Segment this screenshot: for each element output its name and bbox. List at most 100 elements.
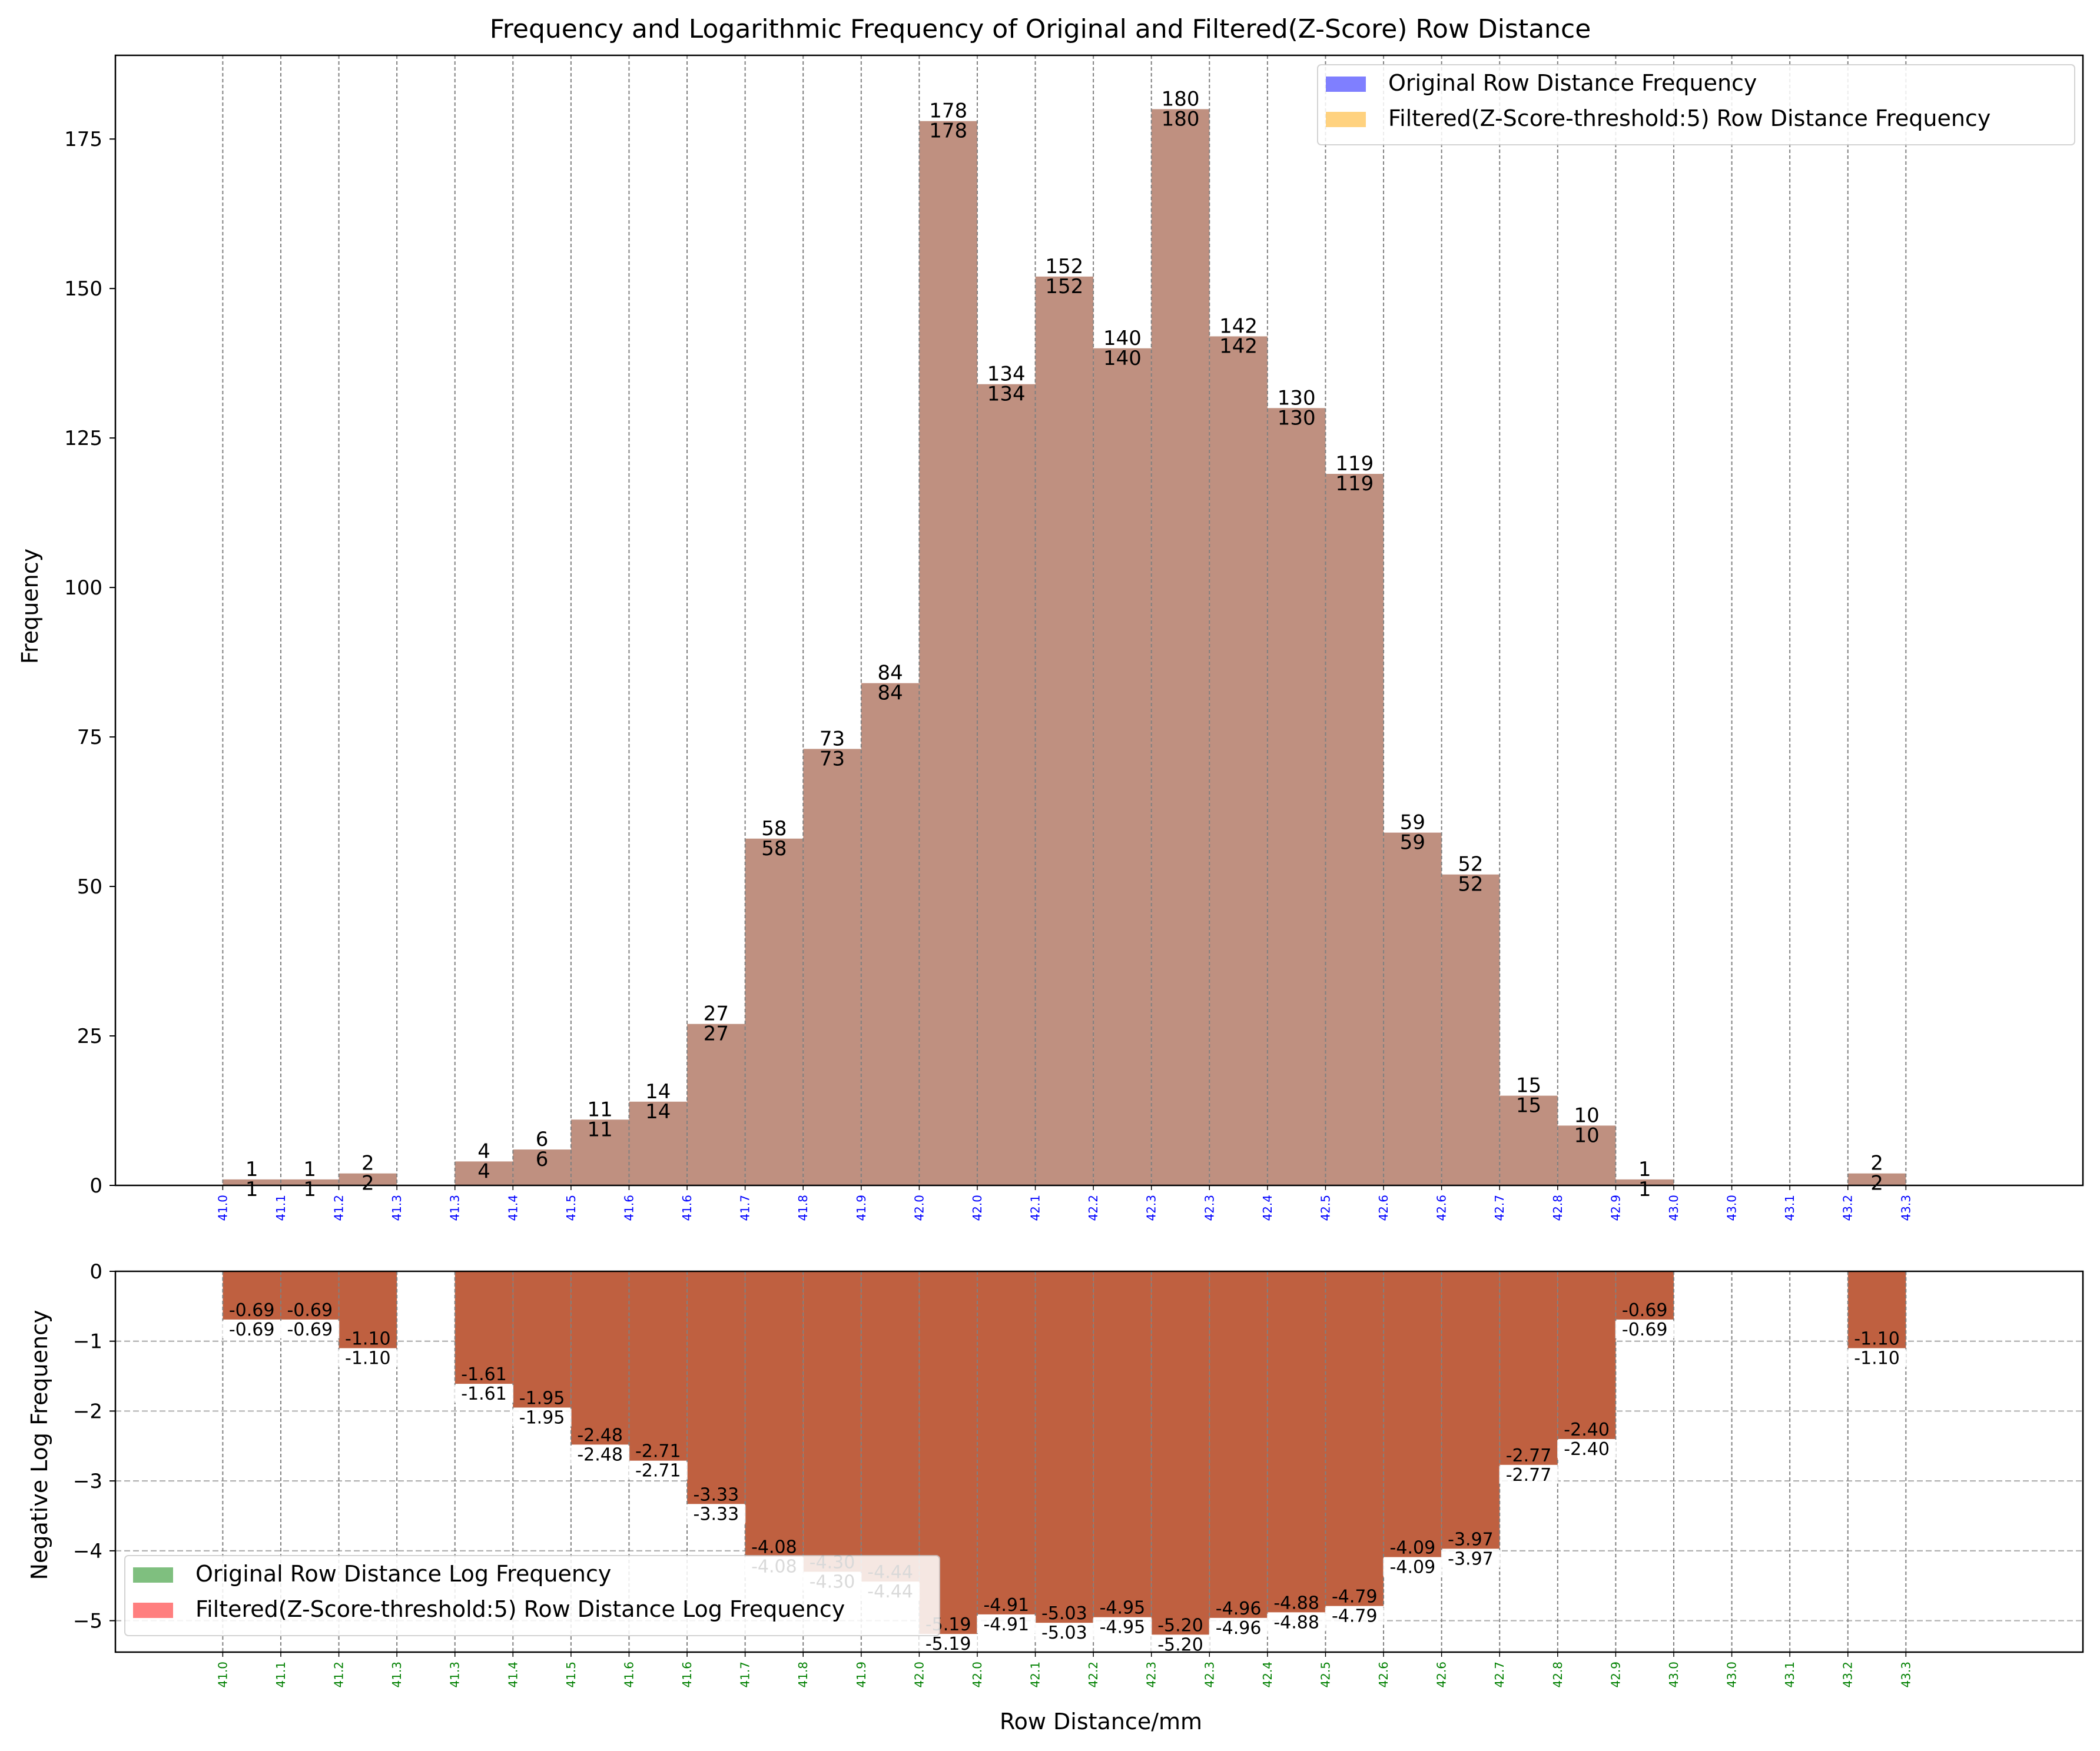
x-tick-label: 41.9	[854, 1662, 868, 1688]
label-background	[1499, 1466, 1558, 1484]
x-tick-label: 42.6	[1376, 1662, 1391, 1688]
bar-value-label: 15	[1516, 1094, 1541, 1118]
x-tick-label: 42.5	[1318, 1662, 1332, 1688]
x-tick-label: 41.7	[738, 1662, 752, 1688]
frequency-panel: 1111224466111114142727585873738484178178…	[64, 54, 2084, 1221]
axes-frame	[114, 1270, 2084, 1653]
histogram-bar	[570, 1271, 629, 1445]
x-tick-label: 41.6	[680, 1195, 694, 1221]
histogram-bar	[861, 1271, 920, 1582]
legend-swatch	[133, 1603, 173, 1618]
bar-value-label: 10	[1574, 1104, 1599, 1127]
histogram-bar	[803, 1271, 861, 1572]
bar-value-label: -2.77	[1506, 1465, 1552, 1486]
legend-swatch	[1326, 112, 1366, 127]
x-tick-label: 42.1	[1029, 1195, 1043, 1221]
histogram-bar	[1384, 1271, 1442, 1557]
bar-value-label: 140	[1103, 327, 1142, 350]
histogram-bar	[1615, 1271, 1674, 1320]
bar-value-label: 84	[877, 682, 903, 705]
legend-entry: Original Row Distance Log Frequency	[195, 1561, 611, 1587]
y-tick-label: 75	[77, 726, 102, 749]
x-tick-label: 41.5	[564, 1662, 578, 1688]
bar-value-label: 134	[987, 363, 1026, 386]
bar-value-label: 140	[1103, 347, 1142, 370]
bar-value-label: 1	[1638, 1158, 1651, 1181]
bar-value-label: -3.97	[1448, 1549, 1494, 1569]
x-tick-label: 43.3	[1899, 1662, 1913, 1688]
bar-value-label: 52	[1458, 853, 1483, 876]
histogram-bar	[1035, 1271, 1094, 1623]
histogram-bar	[1441, 874, 1500, 1185]
x-tick-label: 42.6	[1435, 1662, 1449, 1688]
label-background	[1615, 1320, 1674, 1338]
label-background	[280, 1320, 340, 1338]
bar-value-label: -4.88	[1273, 1593, 1319, 1613]
bar-value-label: 119	[1335, 452, 1374, 476]
bar-value-label: 11	[588, 1118, 613, 1141]
x-tick-label: 41.4	[506, 1195, 520, 1221]
legend-swatch	[133, 1567, 173, 1583]
histogram-bar	[223, 1271, 281, 1320]
bar-value-label: -5.03	[1041, 1623, 1087, 1643]
y-tick-label: 150	[64, 277, 102, 301]
bar-value-label: 178	[929, 119, 967, 143]
x-tick-label: 42.4	[1260, 1662, 1275, 1688]
label-background	[1847, 1349, 1907, 1367]
bar-value-label: 14	[645, 1080, 671, 1104]
y-tick-label: 25	[77, 1025, 102, 1048]
bar-value-label: -1.61	[461, 1384, 507, 1404]
x-tick-label: 42.6	[1376, 1195, 1391, 1221]
histogram-bar	[1847, 1271, 1906, 1348]
x-tick-label: 43.1	[1783, 1662, 1797, 1688]
y-tick-label: 100	[64, 576, 102, 600]
bar-value-label: -5.19	[925, 1634, 971, 1654]
bar-value-label: 84	[877, 662, 903, 685]
histogram-bar	[1209, 336, 1268, 1185]
legend-swatch	[1326, 77, 1366, 92]
x-tick-label: 41.5	[564, 1195, 578, 1221]
bar-value-label: 2	[1870, 1172, 1883, 1195]
bar-value-label: 2	[361, 1152, 374, 1175]
bar-value-label: 1	[303, 1158, 316, 1181]
x-tick-label: 43.2	[1841, 1662, 1855, 1688]
x-tick-label: 42.4	[1260, 1195, 1275, 1221]
bar-value-label: 27	[704, 1022, 729, 1046]
bar-value-label: 152	[1045, 275, 1083, 298]
bar-value-label: -0.69	[229, 1300, 275, 1321]
bar-value-label: -4.08	[751, 1537, 797, 1557]
x-tick-label: 42.3	[1202, 1662, 1216, 1688]
axes-frame	[114, 54, 2084, 1187]
bar-value-label: -0.69	[287, 1320, 333, 1340]
y-tick-label: 175	[64, 128, 102, 151]
bar-value-label: -4.09	[1390, 1557, 1436, 1578]
legend-box	[1317, 64, 2075, 145]
bar-value-label: 10	[1574, 1124, 1599, 1147]
label-background	[1383, 1558, 1442, 1576]
bar-value-label: 52	[1458, 873, 1483, 896]
histogram-bar	[339, 1173, 397, 1185]
bar-value-label: 180	[1162, 87, 1200, 111]
x-tick-label: 42.8	[1551, 1195, 1565, 1221]
x-tick-label: 41.7	[738, 1195, 752, 1221]
y-tick-label: 0	[89, 1260, 102, 1284]
x-tick-label: 42.0	[912, 1195, 926, 1221]
bar-value-label: 73	[820, 727, 845, 750]
label-background	[570, 1446, 630, 1464]
x-tick-label: 41.3	[390, 1195, 404, 1221]
x-tick-label: 43.1	[1783, 1195, 1797, 1221]
label-background	[628, 1461, 688, 1480]
histogram-bar	[339, 1271, 397, 1348]
histogram-bar	[1151, 1271, 1210, 1635]
bar-value-label: -3.97	[1448, 1529, 1494, 1550]
x-tick-label: 41.3	[448, 1195, 462, 1221]
bar-value-label: 58	[761, 817, 787, 840]
legend-entry: Filtered(Z-Score-threshold:5) Row Distan…	[195, 1596, 845, 1622]
bar-value-label: 6	[536, 1128, 549, 1151]
bar-value-label: 14	[645, 1100, 671, 1124]
x-tick-label: 41.0	[215, 1662, 230, 1688]
bar-value-label: 59	[1400, 831, 1425, 855]
histogram-bar	[570, 1119, 629, 1185]
histogram-bar	[1209, 1271, 1268, 1618]
